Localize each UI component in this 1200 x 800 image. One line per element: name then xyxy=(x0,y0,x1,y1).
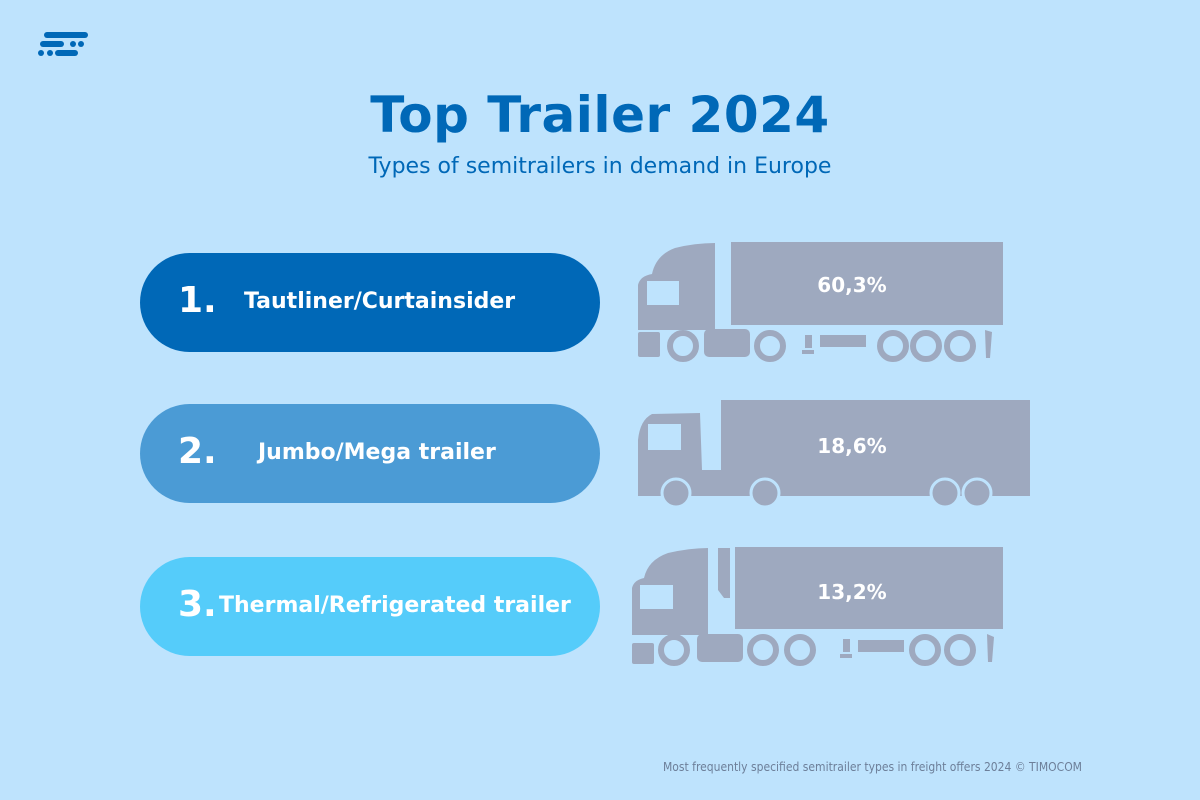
rank-pill-3: 3. Thermal/Refrigerated trailer xyxy=(140,557,600,656)
rank-pill-1: 1. Tautliner/Curtainsider xyxy=(140,253,600,352)
page-subtitle: Types of semitrailers in demand in Europ… xyxy=(368,154,832,179)
rank-number: 3. xyxy=(178,584,217,625)
percent-value-3: 13,2% xyxy=(817,580,887,604)
trailer-type-label: Thermal/Refrigerated trailer xyxy=(219,593,571,618)
rank-number: 1. xyxy=(178,280,217,321)
trailer-type-label: Jumbo/Mega trailer xyxy=(258,440,496,465)
refrigerated-truck-icon xyxy=(632,547,1003,666)
rank-pill-2: 2. Jumbo/Mega trailer xyxy=(140,404,600,503)
timocom-logo xyxy=(38,32,88,56)
curtainsider-truck-icon xyxy=(638,242,1003,362)
percent-value-2: 18,6% xyxy=(817,434,887,458)
percent-value-1: 60,3% xyxy=(817,273,887,297)
source-note: Most frequently specified semitrailer ty… xyxy=(662,760,1082,774)
mega-trailer-truck-icon xyxy=(638,400,1030,509)
rank-number: 2. xyxy=(178,431,217,472)
trailer-type-label: Tautliner/Curtainsider xyxy=(244,289,516,314)
page-title: Top Trailer 2024 xyxy=(370,86,830,144)
